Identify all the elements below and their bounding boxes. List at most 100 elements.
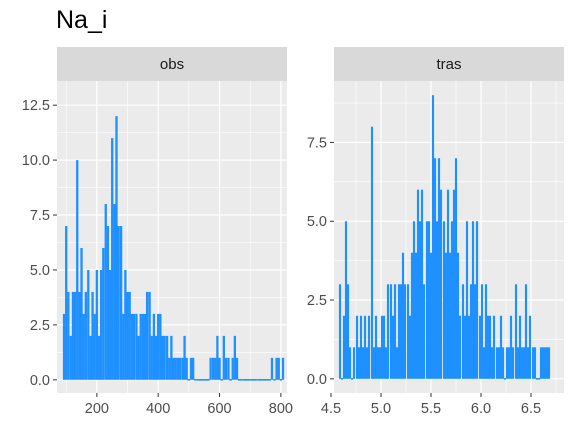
histogram-bar <box>69 335 72 380</box>
histogram-bar <box>378 347 382 379</box>
histogram-bar <box>365 347 369 379</box>
histogram-bar <box>401 252 405 379</box>
histogram-bar <box>218 357 221 380</box>
histogram-bar <box>185 357 188 380</box>
histogram-bar <box>446 189 450 379</box>
histogram-bar <box>139 313 142 380</box>
y-tick-label: 7.5 <box>30 208 50 224</box>
histogram-bar <box>91 291 94 380</box>
x-tick-label: 200 <box>85 401 109 417</box>
histogram-bar <box>132 313 136 380</box>
histogram-bar <box>511 347 515 379</box>
histogram-bar <box>104 204 107 380</box>
histogram-bar <box>425 221 429 379</box>
histogram-bar <box>480 284 484 379</box>
histogram-bar <box>159 313 162 380</box>
histogram-bar <box>522 347 526 379</box>
histogram-bar <box>227 357 230 380</box>
histogram-bar <box>531 347 535 379</box>
histogram-bar <box>352 347 356 379</box>
y-tick-label: 7.5 <box>307 135 327 151</box>
histogram-bar <box>78 291 81 380</box>
histogram-bar <box>161 335 164 380</box>
histogram-bar <box>344 221 348 379</box>
histogram-bar <box>357 347 361 379</box>
histogram-bar <box>545 347 549 379</box>
histogram-bar <box>124 269 127 380</box>
histogram-bar <box>119 226 123 380</box>
histogram-bar <box>539 347 543 379</box>
histogram-bar <box>501 347 505 379</box>
histogram-bar <box>172 357 175 380</box>
histogram-bar <box>475 221 479 379</box>
histogram-bar <box>108 269 112 380</box>
histogram-bar <box>439 189 443 379</box>
histogram-bar <box>115 116 118 380</box>
y-tick-label: 5.0 <box>307 214 327 230</box>
histogram-bar <box>478 315 482 379</box>
histogram-bar <box>277 357 280 380</box>
histogram-bar <box>433 158 437 379</box>
histogram-bar <box>444 252 448 379</box>
histogram-bar <box>95 269 99 380</box>
histogram-bar <box>233 335 237 380</box>
histogram-bar <box>471 221 475 379</box>
histogram-bar <box>467 315 471 379</box>
histogram-bar <box>372 347 376 379</box>
y-tick-label: 0.0 <box>30 373 50 389</box>
y-tick-label: 2.5 <box>307 293 327 309</box>
histogram-bar <box>76 160 79 380</box>
histogram-bar <box>533 347 537 379</box>
histogram-bar <box>514 284 518 379</box>
histogram-bar <box>163 335 166 380</box>
histogram-bar <box>363 315 367 379</box>
histogram-bar <box>450 221 454 379</box>
histogram-bar <box>106 226 110 380</box>
histogram-bar <box>338 284 342 379</box>
histogram-bar <box>497 347 501 379</box>
histogram-bar <box>408 315 412 379</box>
histogram-bar <box>509 315 513 379</box>
histogram-bar <box>135 313 138 380</box>
histogram-bar <box>361 347 365 379</box>
histogram-bar <box>463 315 467 379</box>
histogram-bar <box>384 347 388 379</box>
histogram-bar <box>126 291 129 380</box>
histogram-bar <box>73 291 77 380</box>
y-tick-label: 0.0 <box>307 372 327 388</box>
y-tick-label: 5.0 <box>30 263 50 279</box>
histogram-bar <box>165 335 169 380</box>
histogram-bar <box>65 226 68 380</box>
histogram-bar <box>484 284 488 379</box>
histogram-bar <box>391 315 395 379</box>
histogram-bar <box>507 347 511 379</box>
histogram-bar <box>541 347 545 379</box>
histogram-bar <box>516 347 520 379</box>
facet-label: obs <box>160 56 184 73</box>
histogram-bar <box>374 315 378 379</box>
histogram-bar <box>137 335 140 380</box>
panel-tras: tras 0.0 2.5 5.0 7.5 4.5 5.0 5.5 6.0 6.5 <box>307 47 564 417</box>
histogram-bar <box>486 315 490 379</box>
facet-strip <box>334 47 564 81</box>
x-tick-label: 6.0 <box>471 401 491 417</box>
histogram-bar <box>141 313 145 380</box>
histogram-bar <box>150 335 153 380</box>
histogram-bar <box>528 315 532 379</box>
histogram-bar <box>342 315 346 379</box>
y-tick-label: 2.5 <box>30 318 50 334</box>
histogram-bar <box>492 315 496 379</box>
histogram-bar <box>422 284 426 379</box>
histogram-bar <box>442 221 446 379</box>
histogram-bar <box>435 221 439 379</box>
y-tick-label: 12.5 <box>22 98 50 114</box>
histogram-bar <box>224 357 228 380</box>
histogram-bar <box>348 347 352 379</box>
histogram-bar <box>526 347 530 379</box>
histogram-bar <box>456 252 460 379</box>
histogram-bar <box>209 357 212 380</box>
histogram-bar <box>454 158 458 379</box>
histogram-bar <box>547 347 551 379</box>
histogram-bar <box>67 291 70 380</box>
